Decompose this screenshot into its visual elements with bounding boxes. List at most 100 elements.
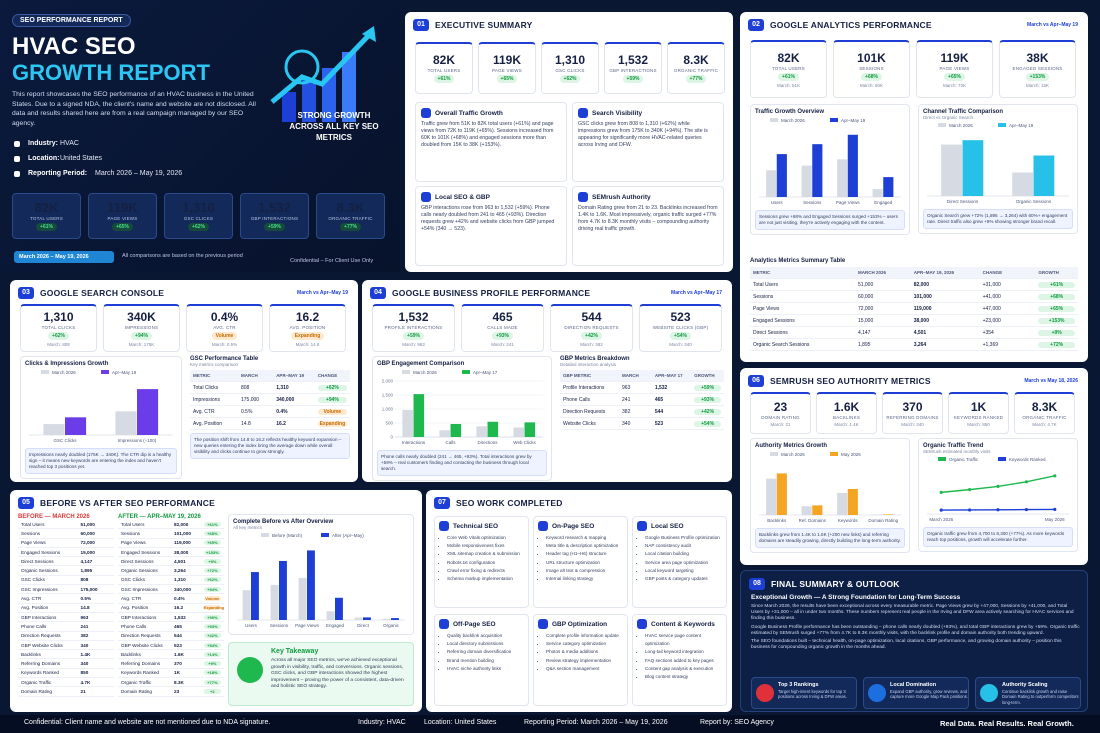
change: +59% [203, 614, 221, 620]
change: +18% [203, 670, 221, 676]
before-value: 1.4K [80, 651, 91, 657]
kpi-tile: 465 CALLS MADE +93% March: 241 [461, 304, 544, 352]
kpi-value: 16.2 [295, 309, 320, 324]
table-cell: 1,532 [654, 384, 668, 391]
chart-note: Organic Search grew +72% (1,895 → 3,264)… [923, 209, 1073, 229]
table-cell: 808 [241, 384, 250, 391]
x-tick-label: Impressions (÷100) [118, 438, 157, 443]
after-value: 0.4% [174, 596, 185, 602]
comparison-note: All comparisons are based on the previou… [122, 253, 243, 259]
before-row: Phone Calls 241 [18, 622, 114, 632]
table-row: Phone Calls 241 465 +93% [560, 394, 724, 406]
highlight-text: Continue backlink growth and raise Domai… [1002, 689, 1079, 705]
before-value: 51,000 [80, 521, 95, 527]
legend-label: Apr–May 19 [112, 370, 137, 375]
description: This report showcases the SEO performanc… [12, 91, 256, 127]
table-cell: Profile Interactions [563, 384, 605, 391]
kpi-tile: 1,532 GBP INTERACTIONS +59% [604, 42, 662, 94]
bar [801, 165, 812, 197]
search-console: 03 GOOGLE SEARCH CONSOLE March vs Apr–May … [10, 280, 358, 482]
before-table: BEFORE — MARCH 2026 Total Users 51,000 Sess… [18, 514, 114, 697]
kpi-label: PAGE VIEWS [939, 65, 970, 71]
group-heading: Local SEO [637, 521, 722, 531]
bar [872, 189, 883, 197]
kpi-change: +93% [492, 331, 513, 340]
group-list: Google Business Profile optimizationNAP … [637, 534, 722, 583]
after-value: 370 [174, 661, 182, 667]
before-value: 60,000 [80, 530, 95, 536]
kpi-change: +77% [340, 222, 361, 231]
chart-note: Sessions grew +68% and Engaged Sessions … [755, 210, 905, 230]
group-item: Brand mention building [447, 657, 524, 665]
y-tick-label: 2,000 [382, 379, 394, 384]
kpi-change: Expanding [290, 331, 325, 340]
legend-swatch [998, 457, 1006, 461]
header-cell: GBP METRIC [563, 373, 592, 378]
table-cell: 963 [622, 384, 631, 391]
after-value: 4,501 [174, 558, 186, 564]
table-cell: 1,310 [276, 384, 289, 391]
kpi-before: March: 241 [491, 341, 514, 347]
before-row: Direction Requests 382 [18, 632, 114, 641]
bar [872, 514, 883, 515]
kpi-tile: 1,532 GBP INTERACTIONS +59% [240, 193, 309, 239]
card-title: Search Visibility [592, 109, 643, 117]
after-value: 1.6K [174, 651, 184, 657]
point [1024, 507, 1028, 512]
y-tick-label: 1,000 [382, 407, 394, 412]
metric: Organic Traffic [21, 679, 52, 685]
chart-card: Authority Metrics Growth March 2026 May 20… [750, 438, 910, 553]
takeaway-icon [237, 657, 263, 683]
kpi-tile: 101K SESSIONS +68% March: 60K [833, 40, 910, 98]
kpi-tile: 119K PAGE VIEWS +65% March: 72K [916, 40, 993, 98]
summary-card: SEMrush Authority Domain Rating grew from… [572, 186, 724, 266]
metric: Avg. Position [21, 605, 49, 611]
before-row: Direct Sessions 4,147 [18, 557, 114, 567]
kpi-before: March: 0.5% [211, 341, 238, 347]
table-cell: +94% [317, 396, 347, 403]
kpi-label: PAGE VIEWS [492, 68, 522, 73]
after-row: Organic Traffic 8.3K +77% [118, 678, 224, 688]
group-item: GBP posts & category updates [645, 575, 722, 583]
before-value: 808 [80, 577, 89, 583]
kpi-value: 1K [970, 399, 987, 414]
chart-card: GBP Engagement Comparison March 2026 Apr–M… [372, 356, 552, 481]
kpi-value: 82K [777, 50, 800, 65]
group-item: HVAC niche authority links [447, 665, 524, 673]
point [939, 508, 943, 512]
table-cell: 544 [654, 408, 664, 415]
section-number: 03 [18, 287, 34, 299]
footer-period: Reporting Period: March 2026 – May 19, 2… [524, 719, 668, 726]
legend-label: Keywords Ranked [1009, 457, 1046, 462]
metric: Keywords Ranked [121, 670, 160, 676]
bar [413, 394, 425, 437]
metric: GSC Clicks [21, 577, 45, 583]
after-row: GSC Clicks 1,310 +62% [118, 576, 224, 586]
table-row: Direction Requests 382 544 +42% [560, 406, 724, 418]
change: +77% [203, 679, 221, 685]
metric: Organic Sessions [121, 568, 158, 574]
header-cell: APR–MAY 19, 2026 [913, 270, 954, 275]
table-cell: 0.4% [276, 408, 288, 415]
kpi-label: IMPRESSIONS [124, 324, 159, 330]
final-summary: 08 FINAL SUMMARY & OUTLOOK Exceptional Gro… [740, 570, 1088, 712]
bar [439, 430, 450, 437]
table-row: Total Clicks 808 1,310 +62% [190, 382, 350, 394]
table-cell: +31,000 [982, 281, 1001, 288]
table-cell: 175,000 [241, 396, 260, 403]
after-value: 465 [174, 623, 182, 629]
graphic-bar [302, 80, 316, 122]
after-row: Domain Rating 23 +2 [118, 687, 224, 697]
group-icon [439, 619, 449, 629]
bar [513, 427, 524, 437]
group-item: Blog content strategy [645, 673, 722, 681]
takeaway-title: Key Takeaway [271, 648, 319, 655]
group-item: Mobile responsiveness fixes [447, 542, 524, 550]
legend-swatch [770, 452, 778, 456]
kpi-before: March: 15K [1025, 82, 1049, 88]
metric: Avg. CTR [21, 596, 42, 602]
bar [883, 177, 894, 197]
summary-card: Overall Traffic Growth Traffic grew from … [415, 102, 567, 182]
change: +65% [203, 540, 221, 546]
